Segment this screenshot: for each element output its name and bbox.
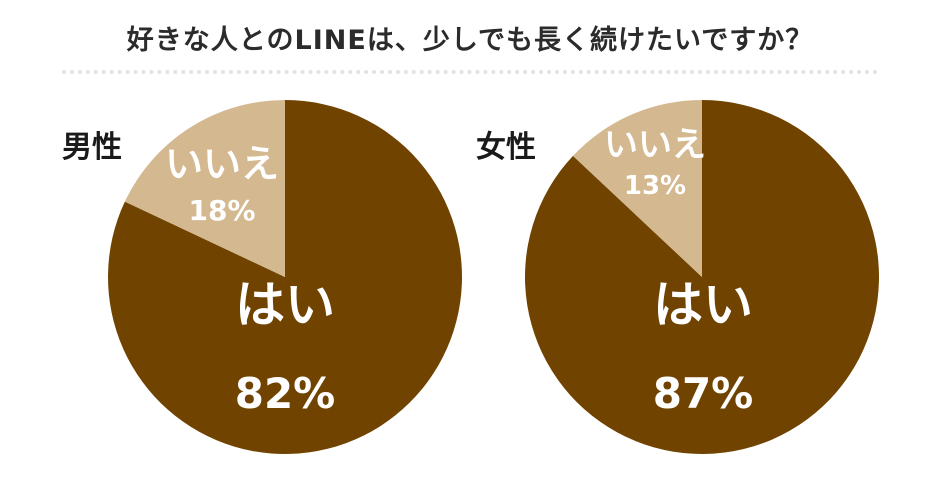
- female-group-label: 女性: [476, 130, 536, 165]
- male-yes-label: はい: [235, 276, 335, 334]
- female-slice-no: [572, 100, 702, 277]
- male-no-percent: 18%: [188, 194, 255, 227]
- male-no-label: いいえ: [165, 142, 279, 186]
- chart-title: 好きな人とのLINEは、少しでも長く続けたいですか？: [126, 25, 814, 56]
- male-slice-no: [124, 99, 285, 277]
- female-no-percent: 13%: [624, 171, 686, 201]
- male-yes-percent: 82%: [235, 369, 336, 418]
- female-no-label: いいえ: [604, 125, 706, 165]
- female-yes-percent: 87%: [653, 369, 754, 418]
- female-yes-label: はい: [653, 276, 753, 334]
- male-group-label: 男性: [62, 130, 122, 165]
- male-slice-yes: [108, 100, 463, 454]
- dotted-divider: [62, 70, 878, 74]
